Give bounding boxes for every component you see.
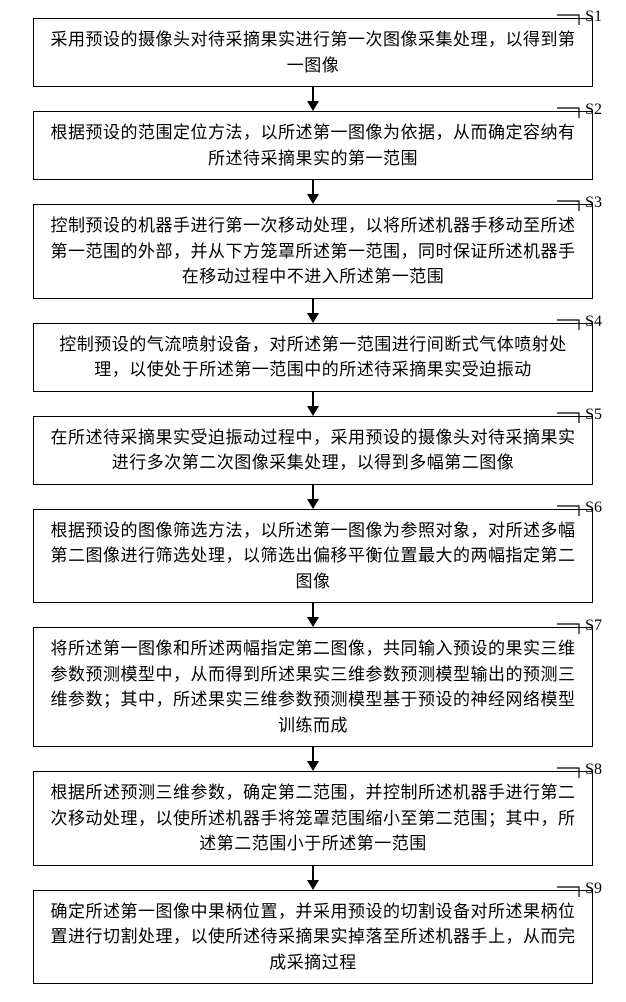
flow-step-wrap: 确定所述第一图像中果柄位置，并采用预设的切割设备对所述果柄位置进行切割处理，以使… xyxy=(14,890,612,985)
flow-step: 根据预设的图像筛选方法，以所述第一图像为参照对象，对所述多幅第二图像进行筛选处理… xyxy=(33,509,593,604)
flow-step: 将所述第一图像和所述两幅指定第二图像，共同输入预设的果实三维参数预测模型中，从而… xyxy=(33,627,593,747)
step-id: S6 xyxy=(585,499,602,517)
flow-step-wrap: 控制预设的机器手进行第一次移动处理，以将所述机器手移动至所述第一范围的外部，并从… xyxy=(14,204,612,299)
flow-connector xyxy=(307,392,319,416)
flow-step: 在所述待采摘果实受迫振动过程中，采用预设的摄像头对待采摘果实进行多次第二次图像采… xyxy=(33,416,593,485)
flow-connector xyxy=(307,747,319,771)
step-label: S1 xyxy=(557,8,602,26)
arrowhead-icon xyxy=(307,499,319,509)
arrowhead-icon xyxy=(307,406,319,416)
step-id: S8 xyxy=(585,761,602,779)
flow-step-wrap: 根据所述预测三维参数，确定第二范围，并控制所述机器手进行第二次移动处理，以使所述… xyxy=(14,771,612,866)
step-id: S2 xyxy=(585,101,602,119)
flow-step-wrap: 将所述第一图像和所述两幅指定第二图像，共同输入预设的果实三维参数预测模型中，从而… xyxy=(14,627,612,747)
arrowhead-icon xyxy=(307,617,319,627)
step-label: S8 xyxy=(557,761,602,779)
step-label: S3 xyxy=(557,194,602,212)
arrowhead-icon xyxy=(307,101,319,111)
step-label: S7 xyxy=(557,617,602,635)
step-label: S4 xyxy=(557,313,602,331)
flow-connector xyxy=(307,603,319,627)
flow-step: 控制预设的机器手进行第一次移动处理，以将所述机器手移动至所述第一范围的外部，并从… xyxy=(33,204,593,299)
flow-connector xyxy=(307,180,319,204)
flow-step-wrap: 根据预设的范围定位方法，以所述第一图像为依据，从而确定容纳有所述待采摘果实的第一… xyxy=(14,111,612,180)
step-label: S6 xyxy=(557,499,602,517)
step-id: S3 xyxy=(585,194,602,212)
flow-step: 确定所述第一图像中果柄位置，并采用预设的切割设备对所述果柄位置进行切割处理，以使… xyxy=(33,890,593,985)
step-id: S4 xyxy=(585,313,602,331)
flow-connector xyxy=(307,485,319,509)
flow-step-wrap: 根据预设的图像筛选方法，以所述第一图像为参照对象，对所述多幅第二图像进行筛选处理… xyxy=(14,509,612,604)
flow-connector xyxy=(307,87,319,111)
flow-step: 采用预设的摄像头对待采摘果实进行第一次图像采集处理，以得到第一图像 xyxy=(33,18,593,87)
arrowhead-icon xyxy=(307,194,319,204)
flow-step-wrap: 采用预设的摄像头对待采摘果实进行第一次图像采集处理，以得到第一图像S1 xyxy=(14,18,612,87)
flow-step: 根据所述预测三维参数，确定第二范围，并控制所述机器手进行第二次移动处理，以使所述… xyxy=(33,771,593,866)
arrowhead-icon xyxy=(307,880,319,890)
step-label: S5 xyxy=(557,406,602,424)
step-id: S9 xyxy=(585,880,602,898)
step-id: S1 xyxy=(585,8,602,26)
flow-connector xyxy=(307,866,319,890)
step-label: S2 xyxy=(557,101,602,119)
arrowhead-icon xyxy=(307,313,319,323)
arrowhead-icon xyxy=(307,761,319,771)
flow-step: 根据预设的范围定位方法，以所述第一图像为依据，从而确定容纳有所述待采摘果实的第一… xyxy=(33,111,593,180)
step-id: S5 xyxy=(585,406,602,424)
flow-connector xyxy=(307,299,319,323)
flow-step-wrap: 在所述待采摘果实受迫振动过程中，采用预设的摄像头对待采摘果实进行多次第二次图像采… xyxy=(14,416,612,485)
flow-step: 控制预设的气流喷射设备，对所述第一范围进行间断式气体喷射处理，以使处于所述第一范… xyxy=(33,323,593,392)
flow-step-wrap: 控制预设的气流喷射设备，对所述第一范围进行间断式气体喷射处理，以使处于所述第一范… xyxy=(14,323,612,392)
step-id: S7 xyxy=(585,617,602,635)
step-label: S9 xyxy=(557,880,602,898)
flowchart-container: 采用预设的摄像头对待采摘果实进行第一次图像采集处理，以得到第一图像S1 根据预设的… xyxy=(14,18,612,984)
